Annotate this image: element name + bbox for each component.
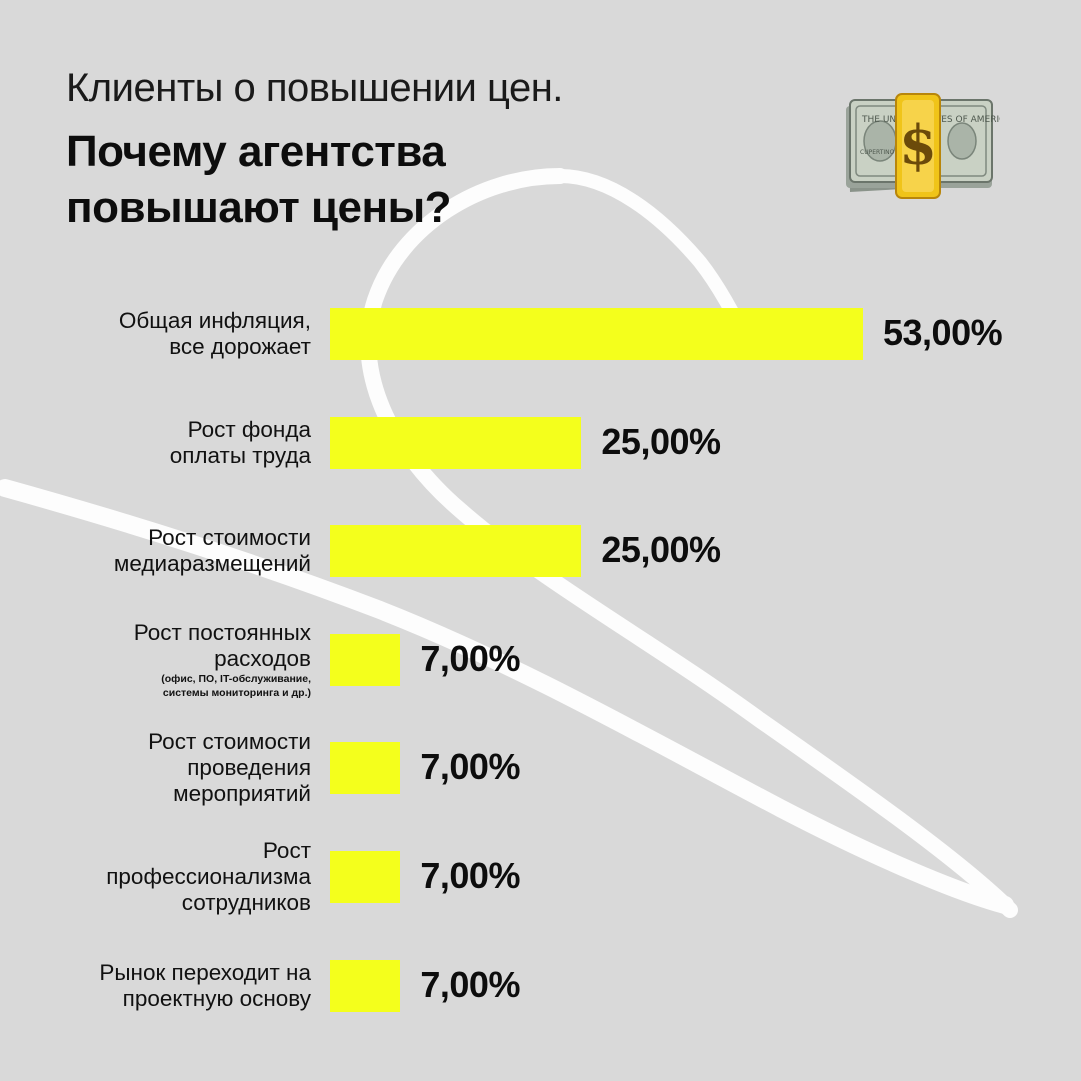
category-label-5: Рост стоимости проведения мероприятий	[148, 729, 311, 807]
category-label-3: Рост стоимости медиаразмещений	[114, 525, 311, 577]
bar-5	[330, 742, 401, 795]
bar-value-label-3: 25,00%	[601, 529, 721, 571]
category-label-line: проведения	[187, 755, 311, 781]
chart-title-line-1: Почему агентства	[66, 127, 446, 176]
category-label-7: Рынок переходит на проектную основу	[99, 960, 311, 1012]
bar-value-label-1: 53,00%	[883, 312, 1003, 353]
category-label-line: Рост фонда	[187, 416, 311, 442]
bar-3	[330, 525, 582, 578]
category-label-line: Рынок переходит на	[99, 959, 311, 985]
svg-text:$: $	[899, 113, 937, 177]
category-label-line: Общая инфляция,	[118, 308, 311, 333]
category-label-6: Рост профессионализма сотрудников	[106, 838, 311, 916]
category-label-line: проектную основу	[122, 985, 311, 1011]
category-label-line: Рост стоимости	[148, 525, 311, 551]
bar-2	[330, 416, 582, 469]
category-label-line: Рост постоянных	[133, 619, 311, 645]
bar-value-label-6: 7,00%	[420, 855, 520, 896]
category-label-line: медиаразмещений	[113, 551, 311, 577]
money-band: $	[895, 93, 941, 199]
chart-subtitle: Клиенты о повышении цен.	[66, 66, 563, 110]
bar-7	[330, 959, 401, 1012]
chart-title-line-2: повышают цены?	[66, 183, 452, 232]
category-label-line: профессионализма	[106, 864, 311, 889]
bar-value-label-2: 25,00%	[601, 420, 721, 462]
bar-value-label-4: 7,00%	[420, 637, 520, 679]
category-label-line: оплаты труда	[169, 442, 311, 468]
chart-title: Почему агентства повышают цены?	[66, 124, 452, 236]
category-label-line: Рост стоимости	[148, 729, 311, 755]
bar-6	[330, 851, 401, 903]
category-label-2: Рост фонда оплаты труда	[170, 417, 311, 469]
svg-text:CUPERTINO: CUPERTINO	[860, 149, 895, 156]
money-bag-dollar-icon: THE UNITED STATES OF AMERICA CUPERTINO $	[846, 93, 1000, 199]
category-label-line: расходов	[214, 645, 311, 671]
bar-4	[330, 633, 401, 686]
bar-value-label-5: 7,00%	[420, 746, 520, 788]
category-label-line: все дорожает	[169, 334, 311, 359]
category-label-line: мероприятий	[173, 781, 311, 807]
bar-value-label-7: 7,00%	[420, 963, 520, 1005]
category-label-line: сотрудников	[181, 890, 311, 915]
category-label-note: системы мониторинга и др.)	[162, 686, 311, 699]
bar-1	[330, 308, 863, 360]
category-label-note: (офис, ПО, IT-обслуживание,	[161, 672, 311, 685]
category-label-line: Рост	[262, 838, 311, 863]
category-label-4: Рост постоянных расходов (офис, ПО, IT-обс…	[134, 620, 311, 700]
category-label-1: Общая инфляция, все дорожает	[119, 308, 311, 360]
